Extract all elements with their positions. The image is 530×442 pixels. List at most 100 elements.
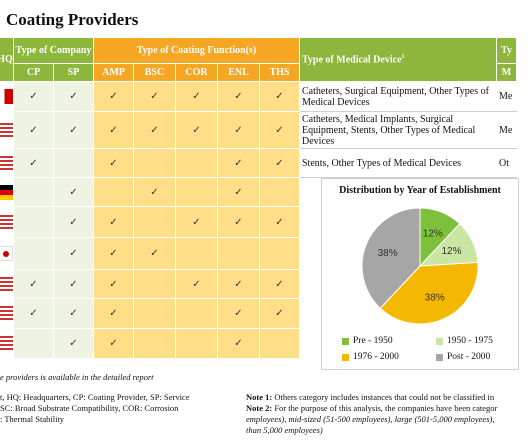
sp-cell: ✓ xyxy=(53,206,94,238)
ths-cell xyxy=(259,237,300,270)
us-flag-icon xyxy=(0,306,13,321)
amp-header: AMP xyxy=(93,63,134,82)
ths-cell: ✓ xyxy=(259,111,300,149)
cp-cell xyxy=(13,177,54,207)
type-device-header: Type of Medical Device1 xyxy=(299,37,497,82)
germany-flag-icon xyxy=(0,184,13,200)
next-cell: Me xyxy=(496,81,517,112)
ths-cell: ✓ xyxy=(259,81,300,112)
note-2-line-2: employees), mid-sized (51-500 employees)… xyxy=(246,414,495,424)
enl-cell: ✓ xyxy=(217,206,260,238)
device-cell: Stents, Other Types of Medical Devices xyxy=(299,148,497,178)
ths-cell xyxy=(259,177,300,207)
sp-cell: ✓ xyxy=(53,269,94,299)
bsc-cell xyxy=(133,269,176,299)
cp-cell: ✓ xyxy=(13,81,54,112)
next-cell: Me xyxy=(496,111,517,149)
cp-header: CP xyxy=(13,63,54,82)
chart-title: Distribution by Year of Establishment xyxy=(339,185,501,196)
legend-swatch xyxy=(436,353,443,361)
table-row: ✓ ✓ ✓ ✓ ✓ ✓ ✓ Catheters, Medical Implant… xyxy=(0,111,517,149)
amp-cell: ✓ xyxy=(93,206,134,238)
enl-cell: ✓ xyxy=(217,328,260,359)
pie-chart: 12% 12% 38% 38% xyxy=(361,207,479,325)
cp-cell xyxy=(13,237,54,270)
amp-cell: ✓ xyxy=(93,269,134,299)
bsc-header: BSC xyxy=(133,63,176,82)
cor-cell xyxy=(175,328,218,359)
cp-cell: ✓ xyxy=(13,111,54,149)
enl-cell: ✓ xyxy=(217,177,260,207)
bsc-cell xyxy=(133,206,176,238)
next-cell: Ot xyxy=(496,148,517,178)
amp-cell: ✓ xyxy=(93,237,134,270)
next-column-subheader: M xyxy=(496,63,517,82)
amp-cell: ✓ xyxy=(93,111,134,149)
amp-cell: ✓ xyxy=(93,148,134,178)
type-coating-header: Type of Coating Function(s) xyxy=(93,37,300,64)
cor-cell: ✓ xyxy=(175,111,218,149)
legend-item: 1976 - 2000 xyxy=(342,352,399,362)
cor-cell xyxy=(175,148,218,178)
establishment-chart: Distribution by Year of Establishment 12… xyxy=(321,178,519,370)
amp-cell: ✓ xyxy=(93,81,134,112)
bsc-cell xyxy=(133,148,176,178)
sp-cell: ✓ xyxy=(53,298,94,329)
note-1: Note 1: Others category includes instanc… xyxy=(246,392,495,402)
us-flag-icon xyxy=(0,276,13,292)
pie-data-label: 12% xyxy=(423,229,443,240)
enl-cell xyxy=(217,237,260,270)
us-flag-icon xyxy=(0,155,13,171)
legend-swatch xyxy=(342,337,349,345)
sp-header: SP xyxy=(53,63,94,82)
us-flag-icon xyxy=(0,122,13,138)
cor-cell: ✓ xyxy=(175,206,218,238)
detailed-report-note: e providers is available in the detailed… xyxy=(0,372,154,382)
bsc-cell: ✓ xyxy=(133,81,176,112)
enl-header: ENL xyxy=(217,63,260,82)
cor-cell xyxy=(175,298,218,329)
bsc-cell xyxy=(133,328,176,359)
amp-cell: ✓ xyxy=(93,298,134,329)
cp-cell: ✓ xyxy=(13,269,54,299)
amp-cell xyxy=(93,177,134,207)
abbrev-line-2: SC: Broad Substrate Compatibility, COR: … xyxy=(0,403,179,413)
cor-header: COR xyxy=(175,63,218,82)
legend-label: Pre - 1950 xyxy=(353,336,393,346)
legend-item: Post - 2000 xyxy=(436,352,490,362)
bsc-cell: ✓ xyxy=(133,177,176,207)
sp-cell: ✓ xyxy=(53,177,94,207)
table-row: ✓ ✓ ✓ ✓ ✓ ✓ ✓ Catheters, Surgical Equipm… xyxy=(0,81,517,112)
amp-cell: ✓ xyxy=(93,328,134,359)
device-cell: Catheters, Medical Implants, Surgical Eq… xyxy=(299,111,497,149)
legend-label: 1950 - 1975 xyxy=(447,336,493,346)
page-title: Coating Providers xyxy=(6,10,139,29)
device-cell: Catheters, Surgical Equipment, Other Typ… xyxy=(299,81,497,112)
us-flag-icon xyxy=(0,214,13,230)
abbrev-line-3: : Thermal Stability xyxy=(0,414,65,424)
us-flag-icon xyxy=(0,336,13,351)
ths-cell: ✓ xyxy=(259,269,300,299)
bsc-cell: ✓ xyxy=(133,237,176,270)
bsc-cell: ✓ xyxy=(133,111,176,149)
enl-cell: ✓ xyxy=(217,148,260,178)
legend-item: Pre - 1950 xyxy=(342,336,393,346)
sp-cell: ✓ xyxy=(53,328,94,359)
sp-cell: ✓ xyxy=(53,237,94,270)
sp-cell: ✓ xyxy=(53,81,94,112)
cor-cell: ✓ xyxy=(175,269,218,299)
enl-cell: ✓ xyxy=(217,81,260,112)
abbrev-line-1: t, HQ: Headquarters, CP: Coating Provide… xyxy=(0,392,190,402)
sp-cell xyxy=(53,148,94,178)
next-column-header: Ty xyxy=(496,37,517,64)
legend-swatch xyxy=(436,337,443,345)
bsc-cell xyxy=(133,298,176,329)
enl-cell: ✓ xyxy=(217,269,260,299)
cor-cell: ✓ xyxy=(175,81,218,112)
type-company-header: Type of Company xyxy=(13,37,94,64)
pie-slice-post-2000 xyxy=(361,207,421,309)
cp-cell: ✓ xyxy=(13,298,54,329)
ths-header: THS xyxy=(259,63,300,82)
table-row: ✓ ✓ ✓ ✓ Stents, Other Types of Medical D… xyxy=(0,148,517,178)
enl-cell: ✓ xyxy=(217,111,260,149)
